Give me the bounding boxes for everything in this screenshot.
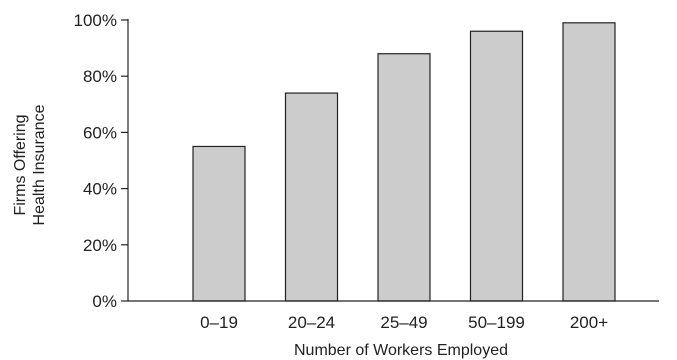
x-tick-label: 25–49 [380,313,427,332]
bars [192,22,616,302]
x-tick-label: 20–24 [288,313,335,332]
x-tick-label: 50–199 [468,313,525,332]
y-axis-title-line-1: Firms Offering [12,114,29,215]
y-tick-label: 40% [83,180,117,199]
bar [469,30,524,302]
y-axis-title: Firms Offering Health Insurance [12,104,48,225]
y-axis-title-line-2: Health Insurance [31,104,48,225]
x-axis-ticks: 0–19 20–24 25–49 50–199 200+ [200,313,608,332]
y-tick-label: 60% [83,123,117,142]
y-tick-label: 20% [83,236,117,255]
x-tick-label: 200+ [570,313,608,332]
x-axis-title: Number of Workers Employed [294,342,508,359]
bar [192,145,246,302]
bar [562,22,616,302]
y-tick-label: 80% [83,67,117,86]
y-tick-label: 100% [74,11,117,30]
y-axis-ticks: 0% 20% 40% 60% 80% 100% [74,11,128,311]
x-tick-label: 0–19 [200,313,238,332]
bar [284,92,339,302]
y-tick-label: 0% [92,292,117,311]
bar [377,53,431,302]
